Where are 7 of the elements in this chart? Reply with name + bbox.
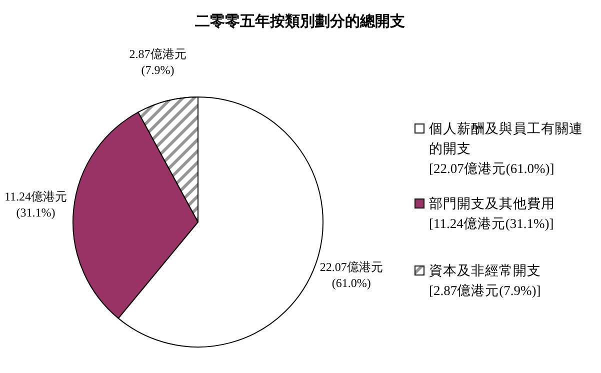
legend-label: 個人薪酬及與員工有關連的開支 [22.07億港元(61.0%)] — [429, 121, 583, 176]
legend-label: 部門開支及其他費用 [11.24億港元(31.1%)] — [429, 196, 555, 231]
data-label: 22.07億港元 (61.0%) — [320, 260, 383, 290]
legend-label: 資本及非經常開支 [2.87億港元(7.9%)] — [429, 263, 541, 298]
chart-title: 二零零五年按類別劃分的總開支 — [195, 13, 405, 30]
data-label: 11.24億港元 (31.1%) — [4, 189, 68, 220]
data-label: 2.87億港元 (7.9%) — [129, 47, 186, 78]
